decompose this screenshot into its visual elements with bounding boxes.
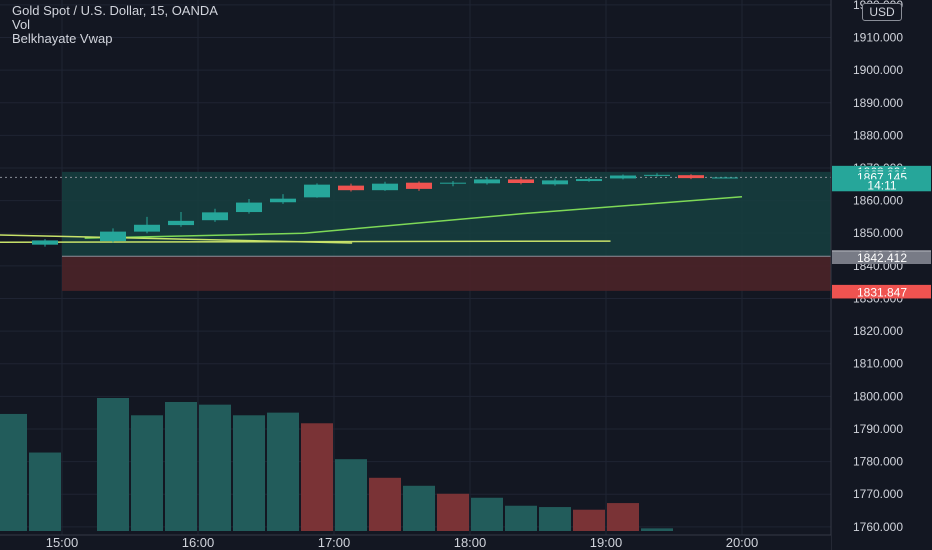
time-axis-bg — [0, 535, 831, 550]
volume-bar — [97, 398, 129, 531]
candle-body — [542, 180, 568, 185]
candle-body — [508, 179, 534, 184]
candle-body — [474, 179, 500, 184]
volume-bar — [641, 528, 673, 531]
time-tick-label: 19:00 — [590, 535, 623, 550]
chart-legend: Gold Spot / U.S. Dollar, 15, OANDA Vol B… — [12, 4, 218, 46]
price-tick-label: 1860.000 — [853, 194, 903, 208]
candle-body — [712, 177, 738, 179]
candle-body — [304, 184, 330, 198]
candle-body — [236, 202, 262, 213]
price-tick-label: 1790.000 — [853, 422, 903, 436]
price-label-bg — [832, 286, 931, 299]
price-tick-label: 1900.000 — [853, 63, 903, 77]
candle-body — [678, 175, 704, 179]
volume-bar — [199, 404, 231, 531]
price-label-bg — [832, 252, 931, 265]
candle-body — [406, 182, 432, 189]
price-axis[interactable]: 1760.000 1770.000 1780.000 1790.000 1800.000… — [830, 0, 932, 550]
volume-bar — [573, 509, 605, 531]
candle-body — [270, 198, 296, 203]
vwap-main-line — [84, 195, 743, 239]
volume-bar — [165, 401, 197, 531]
volume-bar — [233, 415, 265, 531]
candle-body — [168, 220, 194, 226]
volume-bar — [505, 505, 537, 531]
volume-bars — [0, 398, 673, 531]
candle-body — [576, 179, 602, 182]
volume-bar — [301, 423, 333, 531]
position-zones[interactable] — [0, 171, 831, 291]
loss-zone — [62, 256, 831, 291]
time-tick-label: 20:00 — [726, 535, 759, 550]
price-label: 14:11 — [867, 178, 896, 192]
volume-bar — [539, 507, 571, 531]
volume-bar — [369, 477, 401, 531]
candle-body — [610, 175, 636, 179]
price-tick-label: 1810.000 — [853, 357, 903, 371]
price-tick-label: 1800.000 — [853, 389, 903, 403]
candle-body — [338, 185, 364, 191]
price-tick-label: 1780.000 — [853, 455, 903, 469]
price-tick-label: 1910.000 — [853, 31, 903, 45]
time-tick-label: 15:00 — [46, 535, 79, 550]
volume-bar — [335, 459, 367, 531]
volume-bar — [437, 493, 469, 531]
volume-bar — [471, 497, 503, 531]
volume-bar — [29, 452, 61, 531]
price-tick-label: 1820.000 — [853, 324, 903, 338]
currency-button[interactable]: USD — [862, 3, 902, 21]
time-tick-label: 18:00 — [454, 535, 487, 550]
profit-zone — [62, 171, 831, 257]
price-tick-label: 1760.000 — [853, 520, 903, 534]
time-tick-label: 17:00 — [318, 535, 351, 550]
candle-body — [100, 231, 126, 242]
candlestick-series — [32, 173, 738, 247]
time-tick-label: 16:00 — [182, 535, 215, 550]
volume-bar — [131, 415, 163, 531]
candle-body — [32, 240, 58, 245]
price-tick-label: 1880.000 — [853, 128, 903, 142]
candle-body — [372, 183, 398, 191]
price-tick-label: 1850.000 — [853, 226, 903, 240]
volume-bar — [607, 503, 639, 531]
candle-body — [644, 174, 670, 176]
candle-body — [440, 182, 466, 184]
volume-bar — [267, 412, 299, 531]
indicator-legend[interactable]: Belkhayate Vwap — [12, 31, 113, 46]
price-label-bg — [832, 179, 931, 192]
symbol-title[interactable]: Gold Spot / U.S. Dollar, 15, OANDA — [12, 3, 218, 18]
volume-legend[interactable]: Vol — [12, 17, 31, 32]
price-tick-label: 1890.000 — [853, 96, 903, 110]
price-label: 1831.847 — [857, 285, 907, 299]
price-tick-label: 1770.000 — [853, 487, 903, 501]
price-axis-bg — [831, 0, 932, 550]
volume-bar — [0, 413, 27, 531]
volume-bar — [403, 485, 435, 531]
candle-body — [202, 212, 228, 221]
time-axis[interactable]: 15:00 16:00 17:00 18:00 19:00 20:00 — [0, 534, 831, 550]
candle-body — [134, 224, 160, 232]
price-label: 1842.412 — [857, 251, 907, 265]
